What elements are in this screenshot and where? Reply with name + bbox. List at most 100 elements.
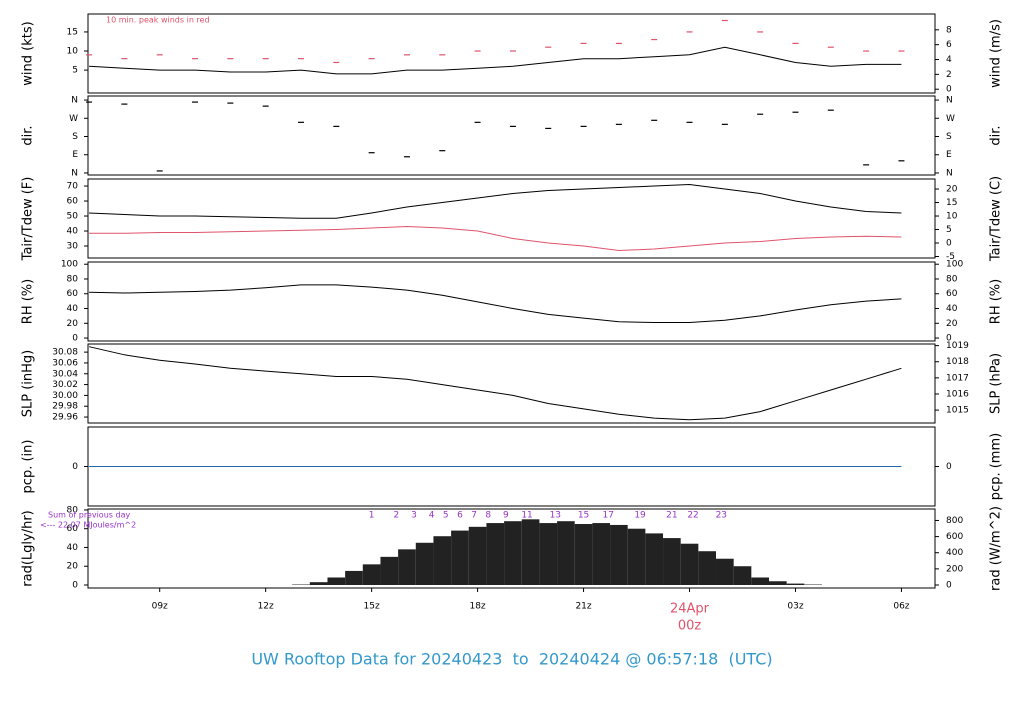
y-axis-label: RH (%) [21,279,36,324]
y-axis-label: pcp. (in) [21,440,36,494]
y2-axis-label: dir. [989,125,1004,145]
y2-tick-label: 200 [946,564,963,574]
x-tick-label: 18z [469,602,485,612]
x-tick-label: 03z [787,602,803,612]
hour-mark: 3 [411,511,417,521]
bar [539,523,557,585]
x-tick-label: 21z [575,602,591,612]
x-tick-label: 06z [893,602,909,612]
y-tick-label: 100 [61,260,78,270]
y-axis-label: SLP (inHg) [21,350,36,418]
y2-tick-label: 1018 [946,357,969,367]
y-tick-label: 20 [67,562,79,572]
bar [416,543,434,585]
y2-tick-label: S [946,132,952,142]
hour-mark: 11 [521,511,532,521]
y-tick-label: E [72,150,78,160]
bar [557,521,575,585]
bar [716,559,734,585]
hour-mark: 13 [550,511,561,521]
bar [787,584,805,585]
x-tick-label: 00z [678,619,702,634]
y-tick-label: N [71,96,78,106]
y-tick-label: 15 [67,27,78,37]
hour-mark: 6 [457,511,463,521]
bar [769,581,787,585]
y2-tick-label: 4 [946,55,952,65]
hour-mark: 5 [443,511,449,521]
y-tick-label: 80 [67,274,79,284]
y-tick-label: 60 [67,197,79,207]
y-tick-label: 20 [67,319,79,329]
x-tick-label: 15z [364,602,380,612]
hour-mark: 8 [485,511,491,521]
date-label: 24Apr [670,602,710,617]
hour-mark: 1 [369,511,375,521]
x-tick-label: 12z [258,602,274,612]
y2-tick-label: 1015 [946,406,969,416]
y-tick-label: 60 [67,289,79,299]
y-tick-label: 0 [72,462,78,472]
y2-axis-label: rad (W/m^2) [989,506,1004,591]
bar [575,524,593,585]
y2-axis-label: RH (%) [989,279,1004,324]
hour-mark: 7 [471,511,477,521]
y-tick-label: 30.00 [52,391,78,401]
annotation: 10 min. peak winds in red [106,16,210,25]
y2-axis-label: wind (m/s) [989,19,1004,88]
bar [469,527,487,585]
y-tick-label: N [71,168,78,178]
bar [345,571,363,585]
y-axis-label: dir. [21,125,36,145]
y2-tick-label: 40 [946,304,958,314]
bar [592,523,610,585]
bar [751,577,769,585]
y2-tick-label: W [946,114,955,124]
y-tick-label: 50 [67,212,79,222]
annotation: <--- 22.07 MJoules/m^2 [40,521,136,530]
y2-tick-label: 0 [946,581,952,591]
bar [681,544,699,585]
bar [327,577,345,585]
hour-mark: 2 [393,511,399,521]
y2-tick-label: N [946,168,953,178]
x-tick-label: 09z [152,602,168,612]
y-tick-label: W [69,114,78,124]
hour-mark: 4 [429,511,435,521]
y-tick-label: 40 [67,543,79,553]
y2-tick-label: 100 [946,260,963,270]
y2-tick-label: 1016 [946,389,969,399]
bar [628,529,646,585]
bar [451,531,469,585]
y2-axis-label: pcp. (mm) [989,433,1004,500]
hour-mark: 17 [603,511,614,521]
hour-mark: 15 [578,511,589,521]
y2-tick-label: 15 [946,198,957,208]
y2-tick-label: 20 [946,185,958,195]
y2-tick-label: 1017 [946,373,969,383]
hour-mark: 9 [503,511,509,521]
y2-tick-label: 6 [946,40,952,50]
y2-tick-label: 0 [946,462,952,472]
y-tick-label: 30.04 [52,369,78,379]
y-tick-label: 0 [72,580,78,590]
bar [504,521,522,585]
bar [380,557,398,585]
y2-axis-label: SLP (hPa) [989,353,1004,414]
y2-tick-label: 2 [946,70,952,80]
y-tick-label: 40 [67,227,79,237]
y2-tick-label: 600 [946,532,963,542]
bar [610,525,628,585]
y2-tick-label: 10 [946,212,958,222]
y-tick-label: 29.96 [52,413,78,423]
y2-tick-label: N [946,96,953,106]
bar [363,564,381,585]
y-tick-label: 10 [67,47,79,57]
bar [663,538,681,585]
y-tick-label: 0 [72,334,78,344]
bar [522,519,540,585]
bar [310,582,328,585]
y2-tick-label: 60 [946,289,958,299]
